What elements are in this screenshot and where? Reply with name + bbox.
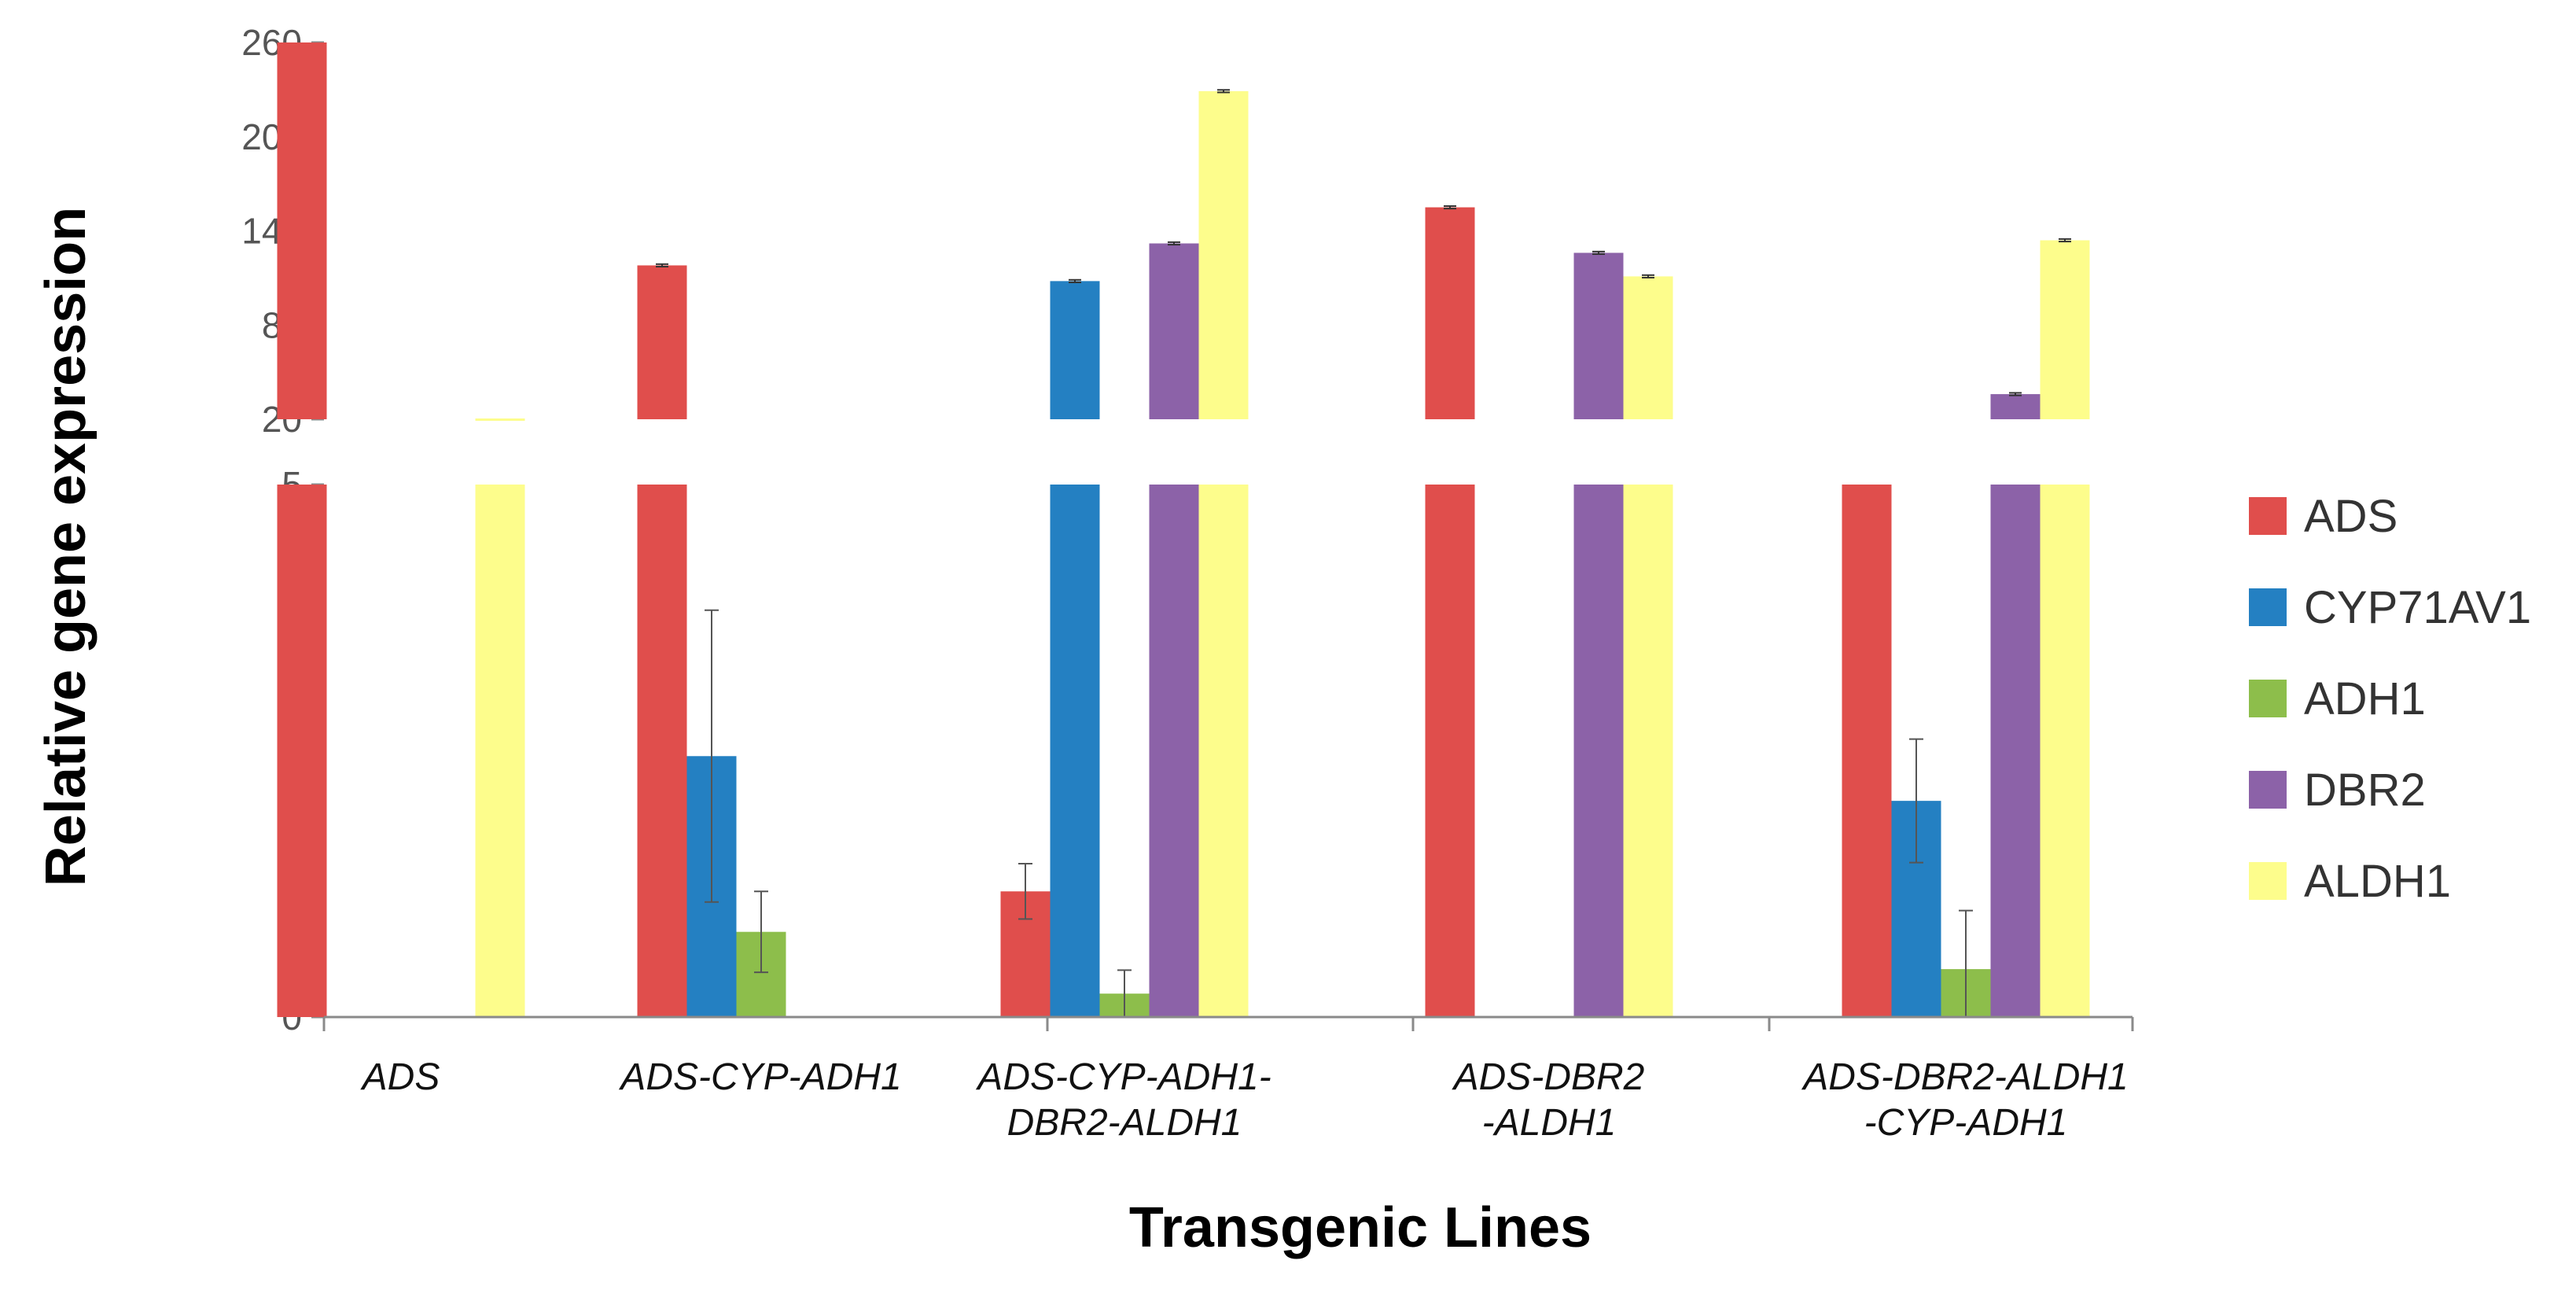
bar-upper-aldh1 bbox=[1623, 276, 1673, 419]
x-category-label: ADS-DBR2 -ALDH1 bbox=[1452, 1056, 1645, 1144]
bar-lower-ads bbox=[637, 485, 687, 1017]
bar-lower-ads bbox=[1425, 485, 1475, 1017]
legend-swatch-aldh1 bbox=[2249, 862, 2287, 900]
legend-label: ADH1 bbox=[2304, 673, 2426, 724]
bar-upper-aldh1 bbox=[2040, 240, 2090, 419]
bar-lower-aldh1 bbox=[2040, 485, 2090, 1017]
legend-label: DBR2 bbox=[2304, 765, 2426, 816]
bar-upper-aldh1 bbox=[475, 418, 525, 422]
bar-lower-ads bbox=[277, 485, 327, 1017]
bar-upper-ads bbox=[277, 42, 327, 419]
bar-upper-dbr2 bbox=[1573, 252, 1624, 419]
x-category-label: ADS-CYP-ADH1 bbox=[618, 1056, 901, 1098]
legend-swatch-ads bbox=[2249, 497, 2287, 535]
legend-label: CYP71AV1 bbox=[2304, 582, 2531, 633]
bar-lower-dbr2 bbox=[1149, 485, 1199, 1017]
y-axis-title: Relative gene expression bbox=[35, 207, 98, 886]
error-bars bbox=[656, 89, 2071, 1018]
bar-upper-ads bbox=[1425, 207, 1475, 419]
x-category-label: ADS bbox=[360, 1056, 440, 1098]
x-category-label: ADS-DBR2-ALDH1 -CYP-ADH1 bbox=[1801, 1056, 2128, 1144]
bar-lower-dbr2 bbox=[1573, 485, 1624, 1017]
bar-lower-aldh1 bbox=[1623, 485, 1673, 1017]
legend: ADS CYP71AV1 ADH1 DBR2 ALDH1 bbox=[2249, 491, 2531, 907]
legend-label: ADS bbox=[2304, 491, 2398, 542]
bar-lower-aldh1 bbox=[475, 485, 525, 1017]
x-axis-title: Transgenic Lines bbox=[1129, 1196, 1592, 1259]
bar-lower-ads bbox=[1842, 485, 1892, 1017]
legend-label: ALDH1 bbox=[2304, 856, 2451, 907]
x-category-label: ADS-CYP-ADH1-DBR2-ALDH1 bbox=[975, 1056, 1271, 1144]
bars bbox=[277, 42, 2090, 1017]
legend-swatch-adh1 bbox=[2249, 680, 2287, 717]
bar-upper-ads bbox=[637, 265, 687, 419]
bar-upper-dbr2 bbox=[1990, 394, 2041, 419]
legend-swatch-dbr2 bbox=[2249, 771, 2287, 809]
bar-lower-aldh1 bbox=[1198, 485, 1249, 1017]
bar-lower-cyp71av1 bbox=[1050, 485, 1100, 1017]
bar-upper-dbr2 bbox=[1149, 243, 1199, 419]
bar-upper-aldh1 bbox=[1198, 90, 1249, 419]
bar-lower-dbr2 bbox=[1990, 485, 2041, 1017]
bar-upper-cyp71av1 bbox=[1050, 281, 1100, 419]
x-axis: ADS ADS-CYP-ADH1 ADS-CYP-ADH1-DBR2-ALDH1 AD… bbox=[322, 1015, 2134, 1144]
legend-swatch-cyp71av1 bbox=[2249, 588, 2287, 626]
